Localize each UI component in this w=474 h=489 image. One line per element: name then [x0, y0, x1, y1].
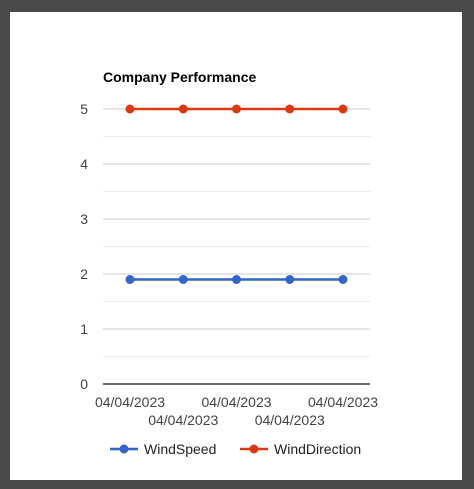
- data-point-windspeed: [338, 275, 348, 284]
- x-tick-label: 04/04/2023: [255, 412, 325, 428]
- y-tick-label: 0: [80, 376, 88, 392]
- data-point-windspeed: [285, 275, 295, 284]
- data-point-windspeed: [125, 275, 135, 284]
- y-tick-label: 4: [80, 156, 88, 172]
- legend-label: WindSpeed: [144, 441, 216, 457]
- data-point-winddirection: [125, 104, 135, 114]
- y-tick-label: 1: [80, 321, 88, 337]
- axes: 0 1 2 3 4 5 04/04/2023 04/04/2023 04/04/2023 04/0…: [80, 101, 378, 428]
- data-point-winddirection: [232, 104, 241, 114]
- data-point-winddirection: [178, 104, 188, 114]
- data-point-winddirection: [338, 104, 348, 114]
- data-point-winddirection: [285, 104, 295, 114]
- y-tick-label: 3: [80, 211, 88, 227]
- x-tick-label: 04/04/2023: [308, 394, 378, 410]
- line-chart: 0 1 2 3 4 5 04/04/2023 04/04/2023 04/04/2023 04/0…: [80, 101, 378, 457]
- data-point-windspeed: [232, 275, 241, 284]
- legend-swatch-marker: [119, 444, 129, 454]
- legend-swatch-marker: [249, 444, 259, 454]
- data-point-windspeed: [178, 275, 188, 284]
- x-tick-label: 04/04/2023: [201, 394, 271, 410]
- legend: WindSpeed WindDirection: [110, 441, 361, 457]
- x-tick-label: 04/04/2023: [148, 412, 218, 428]
- chart-title: Company Performance: [103, 69, 257, 85]
- x-tick-label: 04/04/2023: [95, 394, 165, 410]
- y-tick-label: 2: [80, 266, 88, 282]
- y-tick-label: 5: [80, 101, 88, 117]
- grid-lines: [103, 108, 370, 357]
- series-lines: [125, 104, 348, 284]
- legend-label: WindDirection: [274, 441, 361, 457]
- chart-frame: Company Performance 0 1 2 3 4 5 04/04/2023 04/0…: [10, 12, 462, 480]
